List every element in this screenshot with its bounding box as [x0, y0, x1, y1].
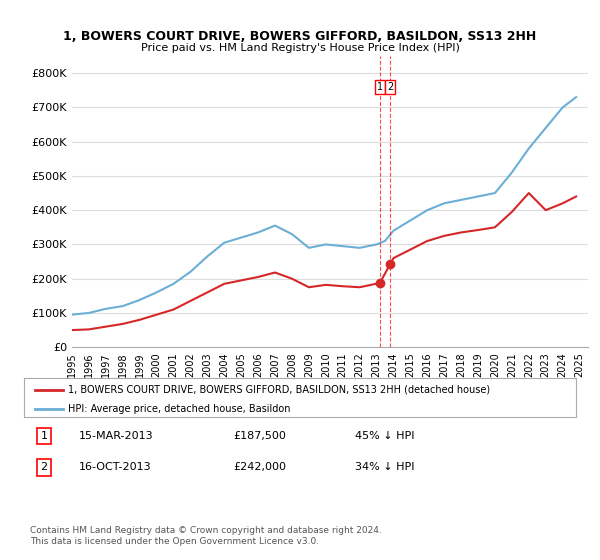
Text: 45% ↓ HPI: 45% ↓ HPI — [355, 431, 415, 441]
Text: £187,500: £187,500 — [234, 431, 287, 441]
Text: HPI: Average price, detached house, Basildon: HPI: Average price, detached house, Basi… — [68, 404, 290, 414]
Text: 2: 2 — [387, 82, 393, 92]
Text: 1, BOWERS COURT DRIVE, BOWERS GIFFORD, BASILDON, SS13 2HH: 1, BOWERS COURT DRIVE, BOWERS GIFFORD, B… — [64, 30, 536, 43]
Text: 2: 2 — [41, 463, 47, 472]
Text: 1: 1 — [41, 431, 47, 441]
Text: Price paid vs. HM Land Registry's House Price Index (HPI): Price paid vs. HM Land Registry's House … — [140, 43, 460, 53]
Text: 34% ↓ HPI: 34% ↓ HPI — [355, 463, 415, 472]
Text: 1, BOWERS COURT DRIVE, BOWERS GIFFORD, BASILDON, SS13 2HH (detached house): 1, BOWERS COURT DRIVE, BOWERS GIFFORD, B… — [68, 385, 490, 395]
Text: Contains HM Land Registry data © Crown copyright and database right 2024.
This d: Contains HM Land Registry data © Crown c… — [30, 526, 382, 546]
Text: 1: 1 — [377, 82, 383, 92]
Text: £242,000: £242,000 — [234, 463, 287, 472]
Text: 15-MAR-2013: 15-MAR-2013 — [79, 431, 154, 441]
Text: 16-OCT-2013: 16-OCT-2013 — [79, 463, 152, 472]
